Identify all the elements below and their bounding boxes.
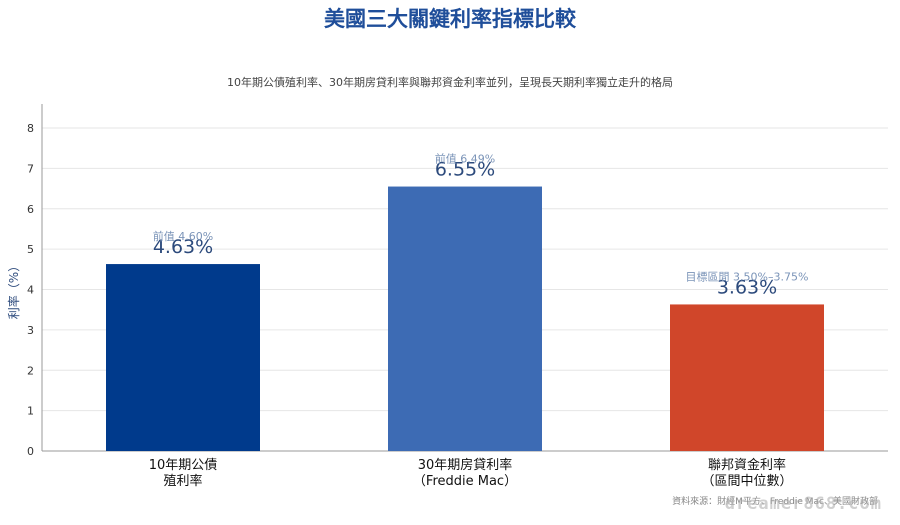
annotation-label: 目標區間 3.50%–3.75% xyxy=(686,269,809,283)
x-tick-label: 殖利率 xyxy=(163,473,202,489)
bar xyxy=(670,304,824,451)
data-label: 3.63% xyxy=(717,276,777,298)
y-tick-label: 6 xyxy=(27,203,34,216)
chart-title: 美國三大關鍵利率指標比較 xyxy=(324,7,576,31)
y-tick-label: 5 xyxy=(27,243,34,256)
y-tick-label: 7 xyxy=(27,162,34,175)
data-label: 4.63% xyxy=(153,236,213,258)
y-tick-label: 8 xyxy=(27,122,34,135)
x-tick-label: 30年期房貸利率 xyxy=(418,457,513,473)
data-label: 6.55% xyxy=(435,159,495,181)
x-tick-label: （區間中位數） xyxy=(701,474,792,489)
x-tick-label: 聯邦資金利率 xyxy=(708,457,786,473)
source-note: 資料來源：財經M平方、Freddie Mac、美國財政部 xyxy=(672,497,878,507)
y-tick-label: 1 xyxy=(27,405,34,418)
x-tick-label: （Freddie Mac） xyxy=(413,474,517,489)
annotation-label: 前值 4.60% xyxy=(153,229,213,243)
y-tick-label: 2 xyxy=(27,364,34,377)
annotation-label: 前值 6.49% xyxy=(435,152,495,166)
chart-subtitle: 10年期公債殖利率、30年期房貸利率與聯邦資金利率並列，呈現長天期利率獨立走升的… xyxy=(227,76,673,89)
y-tick-label: 4 xyxy=(27,284,34,297)
x-tick-label: 10年期公債 xyxy=(149,458,218,473)
watermark: dreamer868.com xyxy=(724,494,882,514)
bar xyxy=(388,186,542,451)
y-tick-label: 0 xyxy=(27,445,34,458)
y-tick-label: 3 xyxy=(27,324,34,337)
bar xyxy=(106,264,260,451)
y-axis-label: 利率（%） xyxy=(6,260,21,319)
